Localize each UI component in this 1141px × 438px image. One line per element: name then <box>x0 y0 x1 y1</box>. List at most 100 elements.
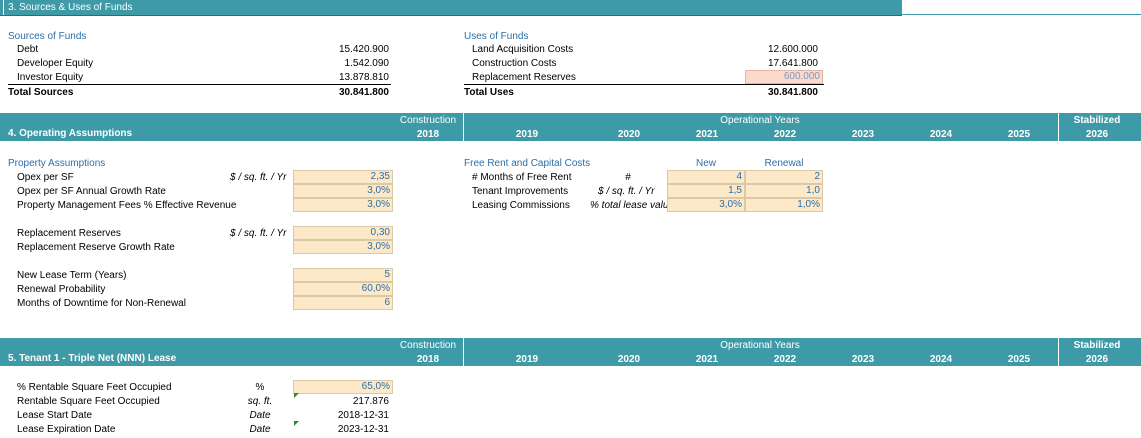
section5-operational-years-label: Operational Years <box>720 340 800 351</box>
free-rent-months-renewal-input[interactable]: 2 <box>745 170 823 184</box>
pm-fees-input[interactable]: 3,0% <box>293 198 393 212</box>
use-value-construction: 17.641.800 <box>767 58 818 69</box>
section3-title: 3. Sources & Uses of Funds <box>8 2 133 13</box>
year-2025: 2025 <box>1007 129 1031 140</box>
lease-expiration-date-label: Lease Expiration Date <box>17 424 116 435</box>
new-lease-term-label: New Lease Term (Years) <box>17 270 127 281</box>
section5-year-2023: 2023 <box>851 354 875 365</box>
tenant-improvements-label: Tenant Improvements <box>472 186 569 197</box>
pm-fees-label: Property Management Fees % Effective Rev… <box>17 200 237 211</box>
source-value-developer-equity: 1.542.090 <box>344 58 390 69</box>
downtime-input[interactable]: 6 <box>293 296 393 310</box>
source-label-developer-equity: Developer Equity <box>17 58 94 69</box>
section5-year-2020: 2020 <box>617 354 641 365</box>
column-new-header: New <box>695 158 716 169</box>
lease-expiration-date-unit: Date <box>249 424 271 435</box>
section3-header-bottom-border <box>0 15 902 16</box>
tenant-improvements-unit: $ / sq. ft. / Yr <box>598 186 655 197</box>
replacement-reserve-growth-label: Replacement Reserve Growth Rate <box>17 242 175 253</box>
rsf-occupied-label: Rentable Square Feet Occupied <box>17 396 160 407</box>
year-2020: 2020 <box>617 129 641 140</box>
rsf-occupied-pct-unit: % <box>255 382 265 393</box>
source-value-debt: 15.420.900 <box>338 44 389 55</box>
rsf-occupied-pct-input[interactable]: 65,0% <box>293 380 393 394</box>
section5-divider-right <box>1058 338 1059 366</box>
section5-year-2018: 2018 <box>416 354 440 365</box>
year-2019: 2019 <box>515 129 539 140</box>
column-renewal-header: Renewal <box>764 158 804 169</box>
operational-years-label: Operational Years <box>720 115 800 126</box>
stabilized-label: Stabilized <box>1073 115 1121 126</box>
opex-label: Opex per SF <box>17 172 74 183</box>
opex-input[interactable]: 2,35 <box>293 170 393 184</box>
year-2024: 2024 <box>929 129 953 140</box>
total-uses-label: Total Uses <box>464 87 514 98</box>
section5-divider-left <box>463 338 464 366</box>
property-assumptions-title: Property Assumptions <box>8 158 106 169</box>
source-label-debt: Debt <box>17 44 39 55</box>
leasing-commissions-renewal-input[interactable]: 1,0% <box>745 198 823 212</box>
section5-year-2026: 2026 <box>1085 354 1109 365</box>
lease-start-date-value: 2018-12-31 <box>337 410 389 421</box>
section5-stabilized-label: Stabilized <box>1073 340 1121 351</box>
total-sources-label: Total Sources <box>8 87 74 98</box>
replacement-reserves-input[interactable]: 0,30 <box>293 226 393 240</box>
free-rent-title: Free Rent and Capital Costs <box>464 158 591 169</box>
section3-right-border <box>902 14 1141 15</box>
section3-header-bar <box>0 0 902 15</box>
opex-growth-input[interactable]: 3,0% <box>293 184 393 198</box>
section5-header-bar <box>0 338 1141 366</box>
total-sources-value: 30.841.800 <box>338 87 389 98</box>
lease-expiration-comment-marker <box>294 421 299 426</box>
year-2023: 2023 <box>851 129 875 140</box>
leasing-commissions-label: Leasing Commissions <box>472 200 570 211</box>
use-label-replacement-reserves: Replacement Reserves <box>472 72 576 83</box>
section5-construction-label: Construction <box>399 340 457 351</box>
tenant-improvements-new-input[interactable]: 1,5 <box>667 184 745 198</box>
leasing-commissions-new-input[interactable]: 3,0% <box>667 198 745 212</box>
use-label-construction: Construction Costs <box>472 58 557 69</box>
section5-year-2021: 2021 <box>695 354 719 365</box>
section5-year-2019: 2019 <box>515 354 539 365</box>
free-rent-months-label: # Months of Free Rent <box>472 172 572 183</box>
replacement-reserves-unit: $ / sq. ft. / Yr <box>230 228 287 239</box>
section4-header-bar <box>0 113 1141 141</box>
section4-title: 4. Operating Assumptions <box>8 128 133 139</box>
section5-title: 5. Tenant 1 - Triple Net (NNN) Lease <box>8 353 177 364</box>
use-value-land: 12.600.000 <box>767 44 818 55</box>
construction-label: Construction <box>399 115 457 126</box>
lease-start-date-label: Lease Start Date <box>17 410 93 421</box>
section4-divider-right <box>1058 113 1059 141</box>
lease-expiration-date-value: 2023-12-31 <box>337 424 389 435</box>
free-rent-months-unit: # <box>625 172 631 183</box>
renewal-probability-input[interactable]: 60,0% <box>293 282 393 296</box>
rsf-occupied-pct-label: % Rentable Square Feet Occupied <box>17 382 172 393</box>
section5-year-2024: 2024 <box>929 354 953 365</box>
source-value-investor-equity: 13.878.810 <box>338 72 389 83</box>
year-2021: 2021 <box>695 129 719 140</box>
rsf-occupied-value: 217.876 <box>352 396 389 407</box>
replacement-reserve-growth-input[interactable]: 3,0% <box>293 240 393 254</box>
use-value-replacement-reserves[interactable]: 600.000 <box>745 70 823 84</box>
tenant-improvements-renewal-input[interactable]: 1,0 <box>745 184 823 198</box>
year-2022: 2022 <box>773 129 797 140</box>
free-rent-months-new-input[interactable]: 4 <box>667 170 745 184</box>
new-lease-term-input[interactable]: 5 <box>293 268 393 282</box>
section4-divider-left <box>463 113 464 141</box>
use-label-land: Land Acquisition Costs <box>472 44 574 55</box>
lease-start-date-unit: Date <box>249 410 271 421</box>
uses-total-line <box>464 84 824 85</box>
section5-year-2022: 2022 <box>773 354 797 365</box>
replacement-reserves-label: Replacement Reserves <box>17 228 121 239</box>
rsf-occupied-unit: sq. ft. <box>247 396 273 407</box>
opex-growth-label: Opex per SF Annual Growth Rate <box>17 186 166 197</box>
rsf-occupied-comment-marker <box>294 393 299 398</box>
sources-title: Sources of Funds <box>8 31 87 42</box>
downtime-label: Months of Downtime for Non-Renewal <box>17 298 186 309</box>
section3-cell-marker <box>3 0 4 15</box>
leasing-commissions-unit: % total lease value <box>590 200 674 211</box>
renewal-probability-label: Renewal Probability <box>17 284 106 295</box>
source-label-investor-equity: Investor Equity <box>17 72 84 83</box>
opex-unit: $ / sq. ft. / Yr <box>230 172 287 183</box>
sources-total-line <box>8 84 391 85</box>
